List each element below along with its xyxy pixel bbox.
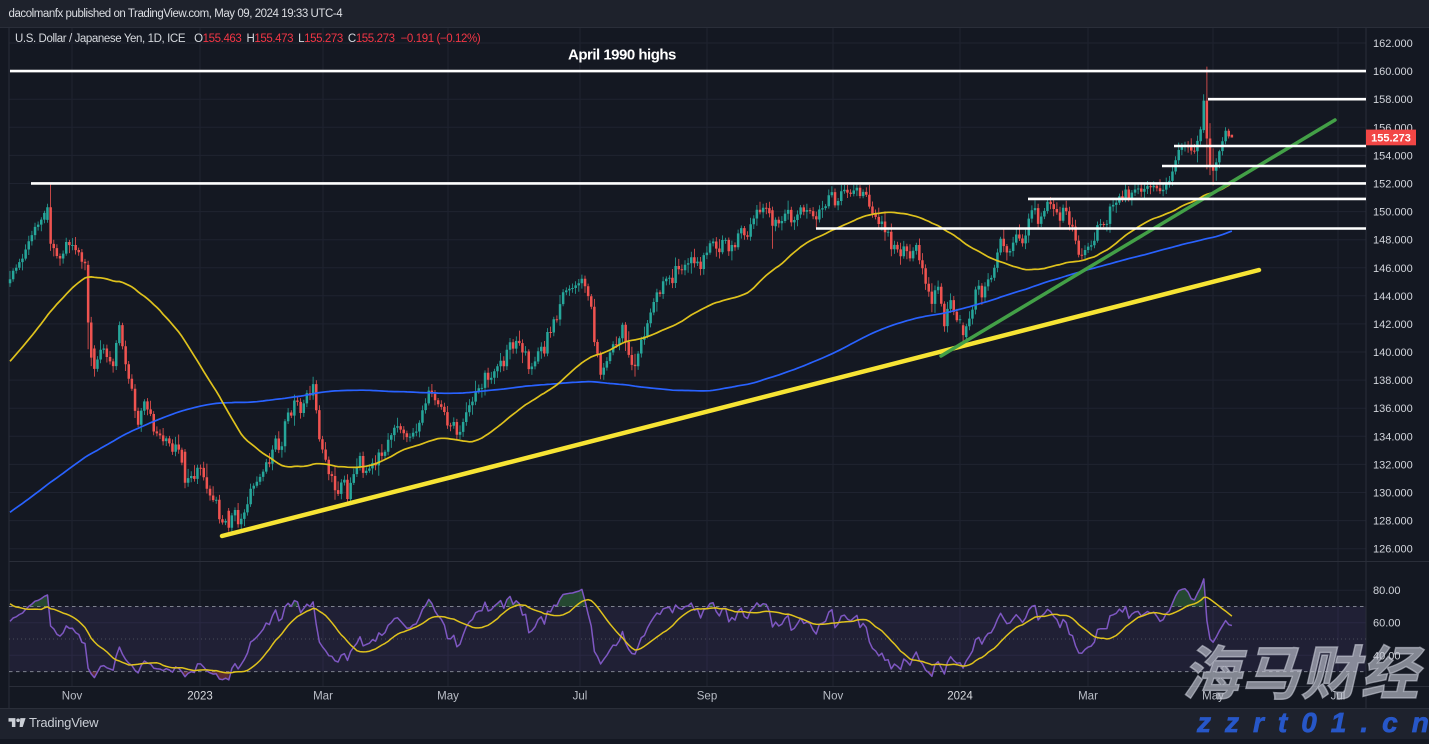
svg-text:Jul: Jul [573,691,588,703]
svg-text:134.000: 134.000 [1373,431,1413,443]
svg-text:2024: 2024 [947,691,973,703]
svg-text:dacolmanfx published on Tradin: dacolmanfx published on TradingView.com,… [9,8,344,20]
svg-text:zzrt01.cn: zzrt01.cn [1196,707,1429,738]
svg-text:160.000: 160.000 [1373,66,1413,78]
svg-text:162.000: 162.000 [1373,38,1413,50]
svg-text:May: May [437,691,459,703]
svg-text:140.000: 140.000 [1373,347,1413,359]
svg-text:Nov: Nov [62,691,83,703]
svg-text:Mar: Mar [1078,691,1098,703]
svg-text:TradingView: TradingView [29,715,99,730]
svg-text:2023: 2023 [187,691,213,703]
svg-text:136.000: 136.000 [1373,403,1413,415]
svg-text:April 1990 highs: April 1990 highs [568,47,676,64]
svg-text:60.00: 60.00 [1373,618,1401,630]
svg-text:Sep: Sep [697,691,717,703]
svg-text:128.000: 128.000 [1373,516,1413,528]
svg-text:146.000: 146.000 [1373,263,1413,275]
svg-text:132.000: 132.000 [1373,459,1413,471]
svg-text:148.000: 148.000 [1373,235,1413,247]
svg-text:Nov: Nov [823,691,844,703]
svg-text:U.S. Dollar / Japanese Yen, 1D: U.S. Dollar / Japanese Yen, 1D, ICE O155.… [15,33,481,45]
svg-text:142.000: 142.000 [1373,319,1413,331]
svg-text:Mar: Mar [313,691,333,703]
svg-text:150.000: 150.000 [1373,207,1413,219]
svg-text:130.000: 130.000 [1373,488,1413,500]
svg-text:154.000: 154.000 [1373,150,1413,162]
svg-text:138.000: 138.000 [1373,375,1413,387]
svg-text:126.000: 126.000 [1373,544,1413,556]
svg-text:152.000: 152.000 [1373,179,1413,191]
svg-text:144.000: 144.000 [1373,291,1413,303]
svg-text:155.273: 155.273 [1371,132,1411,144]
svg-text:80.00: 80.00 [1373,585,1401,597]
svg-text:158.000: 158.000 [1373,94,1413,106]
